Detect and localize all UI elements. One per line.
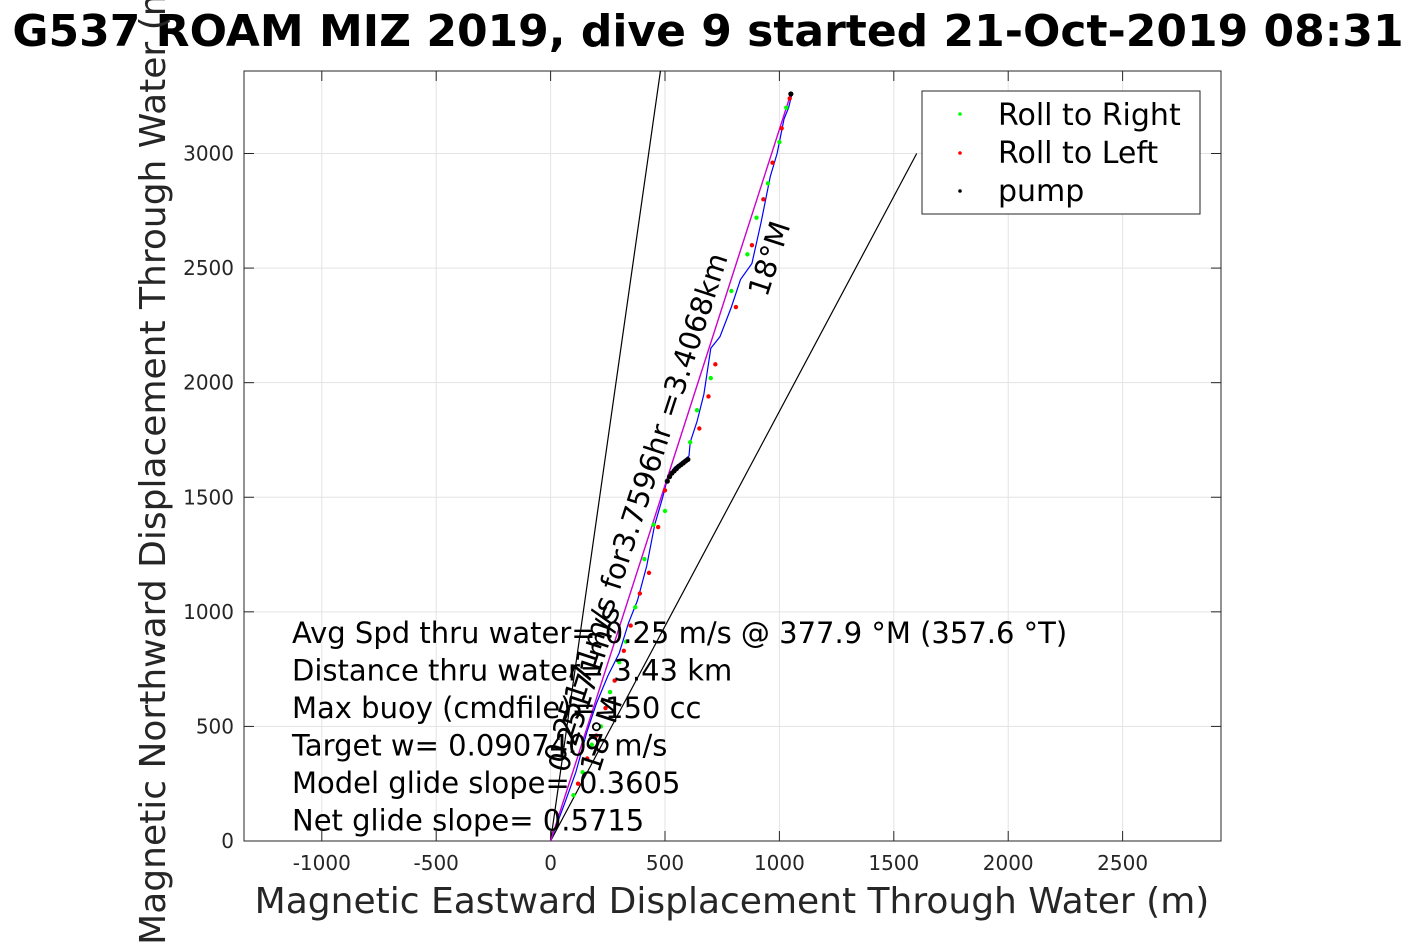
legend-box <box>921 90 1201 215</box>
roll-to-right-point <box>589 742 594 747</box>
roll-to-left-point <box>646 570 652 576</box>
legend-marker-pump <box>958 189 962 193</box>
roll-to-left-point <box>749 242 755 248</box>
y-tick-label: 2000 <box>183 371 234 395</box>
roll-to-left-point <box>628 623 633 628</box>
roll-to-right-point <box>687 440 693 445</box>
legend-marker-roll-right <box>958 112 962 116</box>
roll-to-right-point <box>651 522 656 527</box>
roll-to-right-point <box>784 105 789 110</box>
x-tick-label: 1000 <box>754 851 805 875</box>
reference-line-1 <box>550 70 662 842</box>
roll-to-right-point <box>662 508 668 514</box>
stats-line: Max buoy (cmdfile)= 150 cc <box>292 691 701 725</box>
ticks-layer: -1000 -500 0 500 1000 1500 2000 2500 0 500 1000 150… <box>183 71 1221 875</box>
y-tick-label: 500 <box>196 714 234 738</box>
roll-to-left-point <box>575 781 581 786</box>
roll-to-right-point <box>708 375 713 381</box>
y-tick-label: 0 <box>221 829 234 853</box>
pump-point <box>788 91 794 97</box>
x-tick-label: 500 <box>646 851 684 875</box>
roll-to-left-point <box>761 197 766 202</box>
roll-to-left-point <box>585 756 590 761</box>
roll-to-left-point <box>637 591 643 596</box>
x-tick-label: -500 <box>414 851 459 875</box>
roll-to-right-point <box>633 605 638 610</box>
pump-point <box>664 478 670 484</box>
roll-to-left-point <box>697 426 702 431</box>
series-layer <box>549 91 794 842</box>
roll-to-left-point <box>733 304 739 310</box>
stats-line: Net glide slope= 0.5715 <box>292 804 644 838</box>
y-tick-label: 2500 <box>183 256 234 280</box>
roll-to-left-point <box>713 362 718 367</box>
stats-line: Model glide slope= 0.3605 <box>292 766 680 800</box>
legend: Roll to Right Roll to Left pump <box>921 90 1201 215</box>
roll-to-right-point <box>571 792 576 798</box>
roll-to-left-point <box>787 96 792 101</box>
reference-lines <box>550 70 918 842</box>
legend-label-pump: pump <box>998 174 1084 209</box>
chart-title: G537 ROAM MIZ 2019, dive 9 started 21-Oc… <box>12 6 1403 57</box>
roll-to-left-point <box>779 126 784 131</box>
pump-point <box>685 456 691 463</box>
y-tick-label: 1000 <box>183 600 234 624</box>
reference-line-2 <box>550 153 918 842</box>
roll-to-right-point <box>745 252 750 257</box>
roll-to-left-point <box>594 733 599 738</box>
y-tick-label: 1500 <box>183 485 234 509</box>
legend-marker-roll-left <box>958 151 962 155</box>
legend-label-roll-right: Roll to Right <box>998 98 1181 133</box>
roll-to-right-point <box>729 288 734 294</box>
roll-to-left-point <box>612 678 617 683</box>
roll-to-left-point <box>603 705 608 711</box>
roll-to-left-point <box>770 160 775 165</box>
plot-area-border <box>243 70 1222 842</box>
roll-to-right-point <box>617 660 622 665</box>
roll-to-right-point <box>642 556 647 562</box>
stats-line: Target w= 0.0907407 m/s <box>291 729 667 763</box>
roll-to-left-point <box>621 648 627 653</box>
heading-line <box>549 93 792 842</box>
legend-label-roll-left: Roll to Left <box>998 136 1158 171</box>
roll-to-right-point <box>623 639 629 644</box>
stats-text-block: Avg Spd thru water= 0.25 m/s @ 377.9 °M … <box>291 616 1067 838</box>
stats-line: Avg Spd thru water= 0.25 m/s @ 377.9 °M … <box>292 616 1067 650</box>
x-tick-label: -1000 <box>293 851 351 875</box>
roll-to-left-point <box>706 394 711 399</box>
roll-to-right-point <box>694 407 700 413</box>
y-axis-label: Magnetic Northward Displacement Through … <box>133 0 174 945</box>
roll-to-left-point <box>662 488 668 493</box>
roll-to-right-point <box>754 215 759 220</box>
y-tick-label: 3000 <box>183 142 234 166</box>
roll-to-right-point <box>580 770 585 775</box>
roll-to-right-point <box>598 724 604 729</box>
x-axis-label: Magnetic Eastward Displacement Through W… <box>255 881 1210 922</box>
stats-line: Distance thru water= 3.43 km <box>292 654 732 688</box>
x-tick-label: 0 <box>544 851 557 875</box>
x-tick-label: 2000 <box>983 851 1034 875</box>
roll-to-left-point <box>655 524 661 530</box>
roll-to-right-point <box>765 181 771 186</box>
roll-to-right-point <box>607 689 613 695</box>
roll-to-right-point <box>777 139 782 145</box>
x-tick-label: 1500 <box>868 851 919 875</box>
x-tick-label: 2500 <box>1097 851 1148 875</box>
